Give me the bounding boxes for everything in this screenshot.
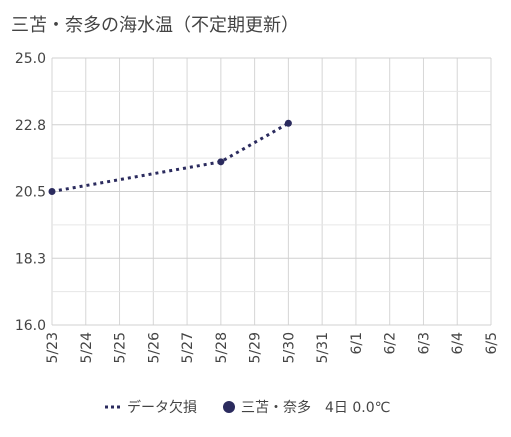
series-line-data-gap (51, 121, 290, 193)
y-tick-label: 16.0 (15, 318, 46, 334)
series (48, 119, 292, 195)
y-tick-label: 25.0 (15, 51, 46, 67)
x-tick-label: 5/28 (214, 332, 230, 363)
y-tick-label: 20.5 (15, 185, 46, 201)
x-tick-label: 6/4 (450, 332, 466, 355)
y-tick-label: 22.8 (15, 118, 46, 134)
x-tick-label: 6/3 (416, 332, 432, 355)
x-tick-label: 5/27 (180, 332, 196, 363)
x-tick-label: 5/26 (146, 332, 162, 364)
data-point (284, 119, 292, 127)
legend-swatch-marker (223, 401, 235, 413)
chart-title: 三苫・奈多の海水温（不定期更新） (11, 15, 299, 36)
x-tick-label: 5/24 (79, 332, 95, 364)
legend-label-data-gap: データ欠損 (127, 399, 197, 416)
data-point (48, 188, 56, 195)
x-tick-label: 5/30 (281, 332, 297, 363)
x-tick-label: 6/2 (383, 332, 399, 355)
x-tick-label: 5/31 (315, 332, 331, 363)
x-tick-label: 5/25 (113, 332, 129, 363)
y-tick-label: 18.3 (15, 251, 46, 267)
x-tick-label: 5/23 (45, 332, 61, 363)
legend-label-series: 三苫・奈多 4日 0.0℃ (241, 399, 390, 416)
x-tick-label: 5/29 (248, 332, 264, 363)
data-point (217, 158, 225, 166)
legend: データ欠損 三苫・奈多 4日 0.0℃ (105, 399, 390, 416)
grid (51, 57, 492, 326)
x-tick-label: 6/1 (349, 332, 365, 355)
x-tick-label: 6/5 (484, 332, 500, 355)
axes: 25.0 22.8 20.5 18.3 16.05/23 5/24 5/25 5/26 5/27… (15, 51, 500, 363)
